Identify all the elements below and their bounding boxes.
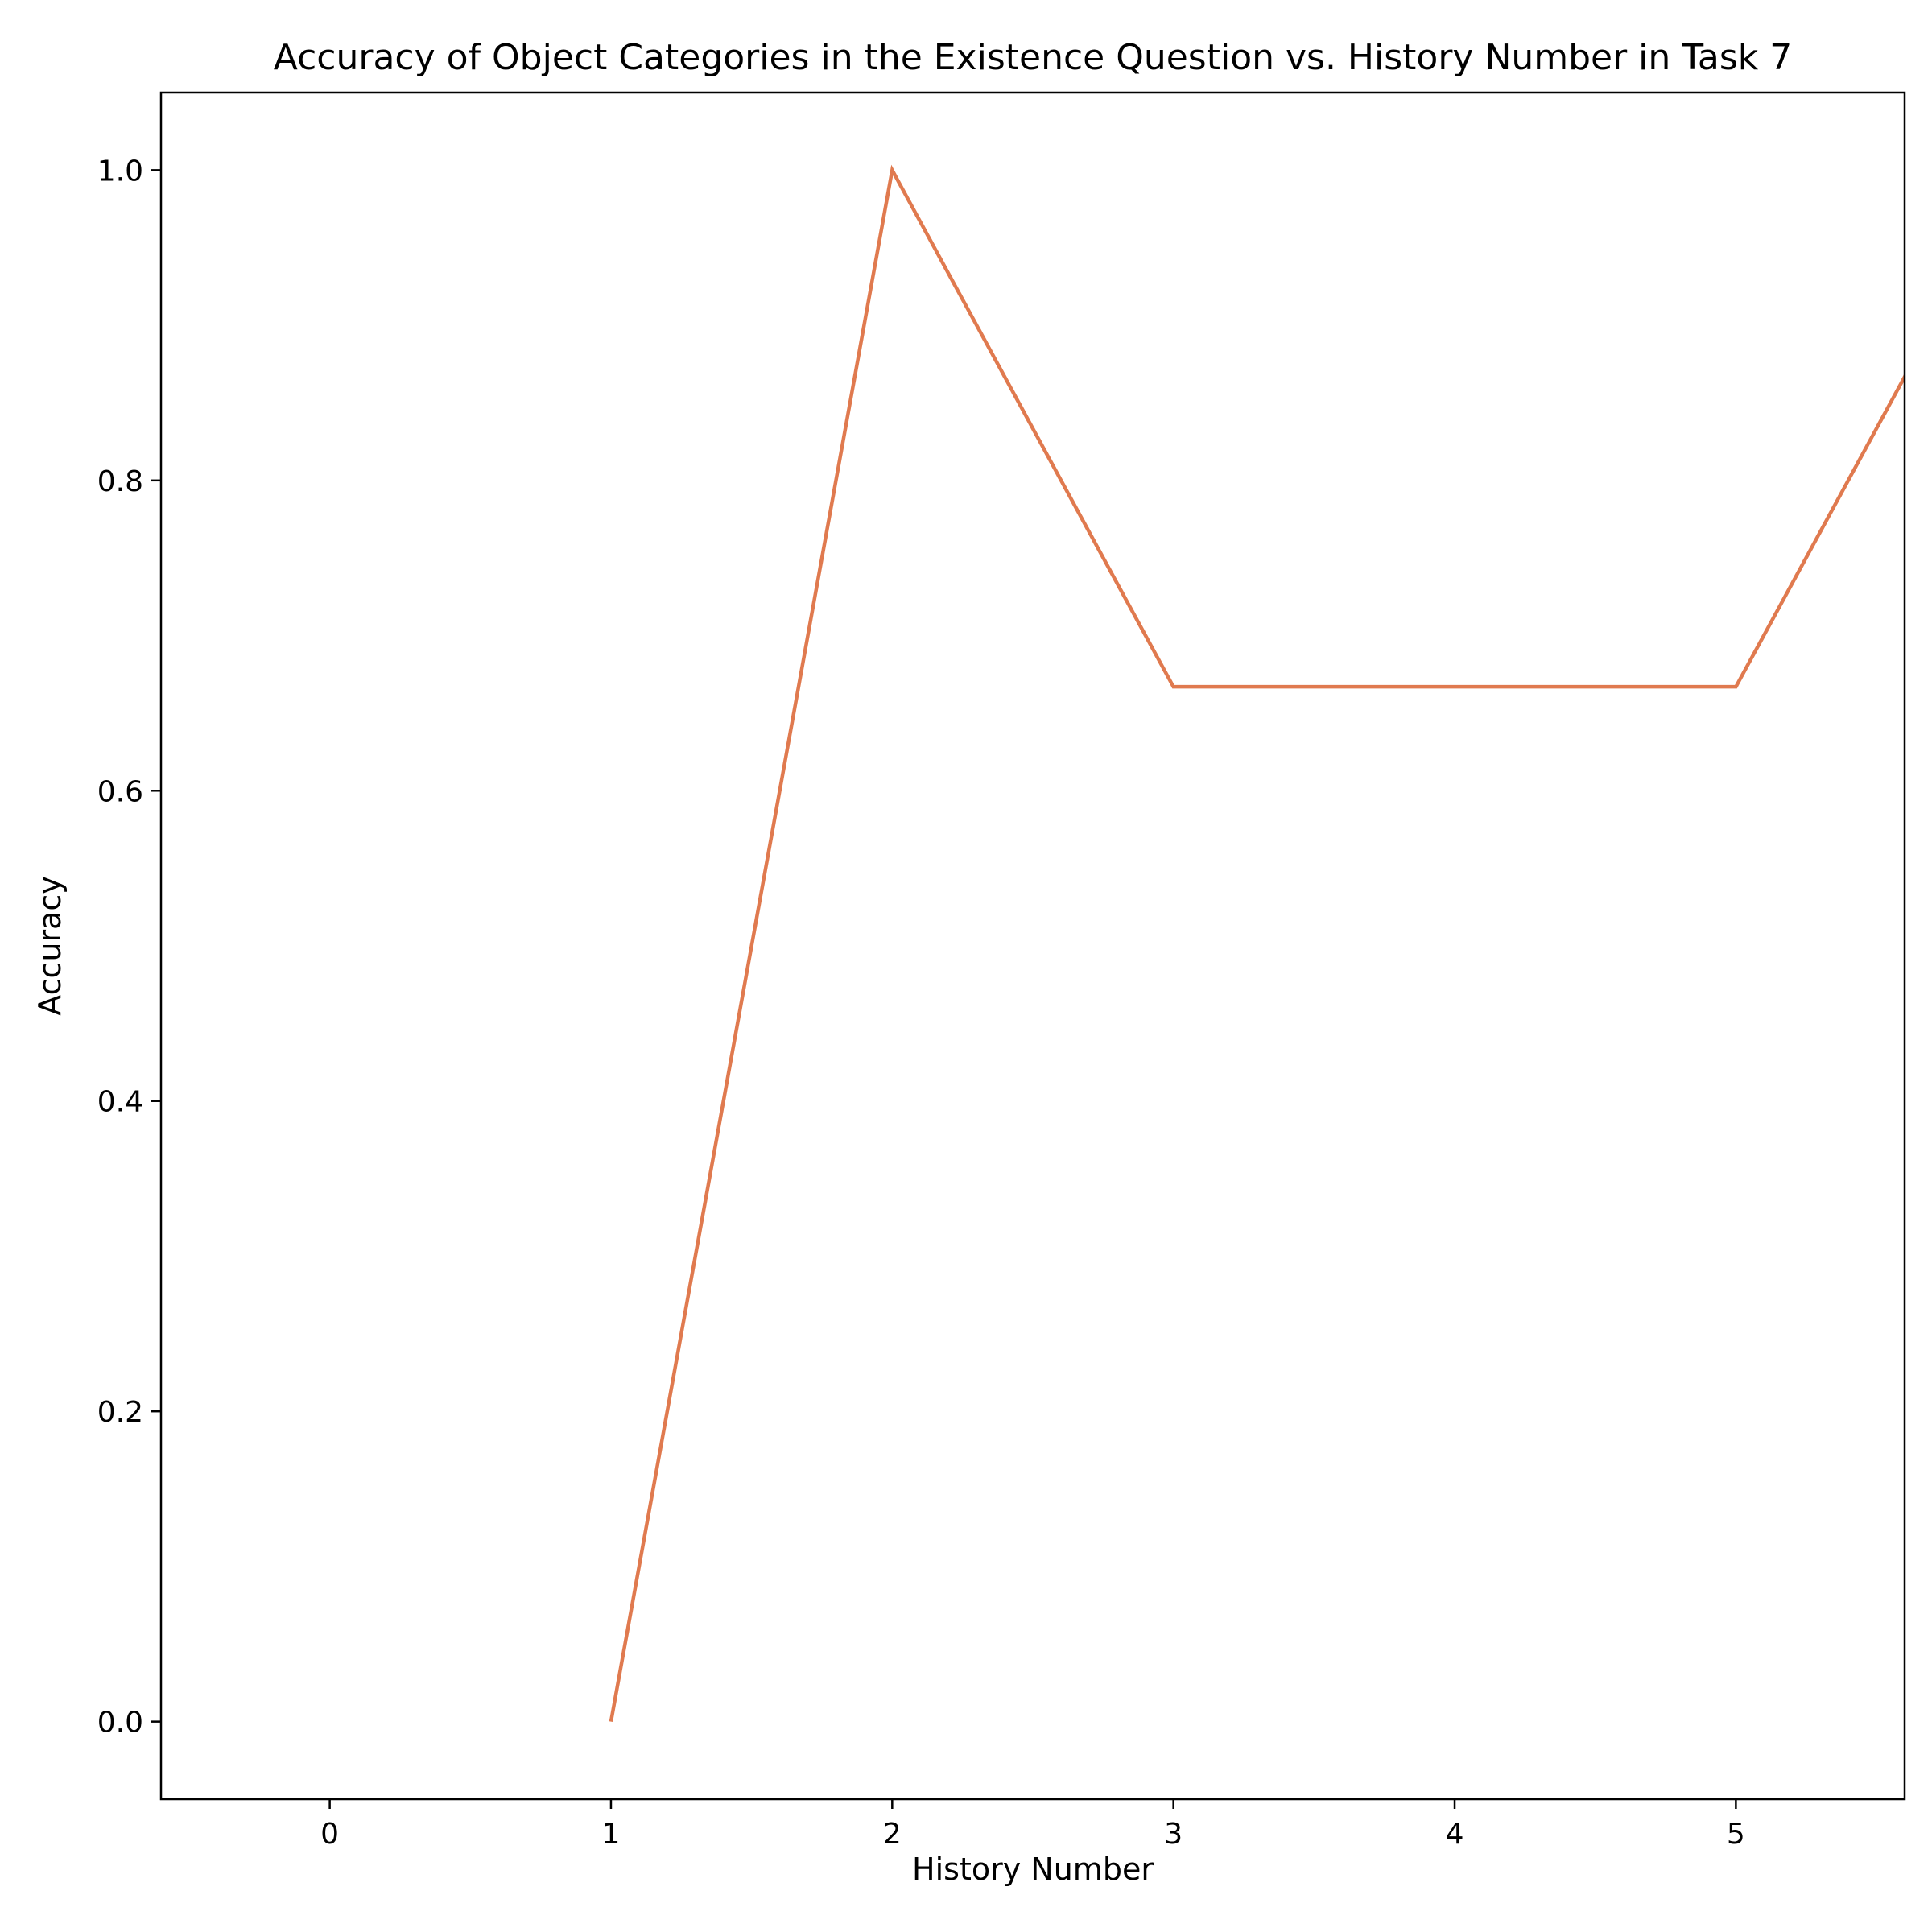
x-tick-label: 5 bbox=[1727, 1818, 1745, 1851]
x-tick-label: 0 bbox=[320, 1818, 339, 1851]
x-axis-label: History Number bbox=[912, 1852, 1154, 1887]
plot-area-frame bbox=[159, 91, 1906, 1801]
chart-title: Accuracy of Object Categories in the Exi… bbox=[274, 37, 1792, 78]
x-tick-label: 2 bbox=[883, 1818, 902, 1851]
x-axis-ticks: 0 1 2 3 4 5 bbox=[320, 1799, 1745, 1851]
y-tick-label: 0.2 bbox=[97, 1396, 143, 1429]
y-tick-label: 0.4 bbox=[97, 1086, 143, 1119]
y-tick-label: 0.6 bbox=[97, 775, 143, 808]
y-tick-label: 1.0 bbox=[97, 155, 143, 188]
accuracy-series-line bbox=[609, 164, 1905, 1723]
y-axis-label: Accuracy bbox=[32, 876, 68, 1016]
y-tick-label: 0.0 bbox=[97, 1707, 143, 1740]
y-tick-label: 0.8 bbox=[97, 465, 143, 498]
x-tick-label: 4 bbox=[1446, 1818, 1464, 1851]
y-axis-ticks: 0.0 0.2 0.4 0.6 0.8 1.0 bbox=[97, 155, 161, 1740]
x-tick-label: 3 bbox=[1164, 1818, 1183, 1851]
x-tick-label: 1 bbox=[602, 1818, 621, 1851]
series-layer bbox=[609, 164, 1905, 1723]
